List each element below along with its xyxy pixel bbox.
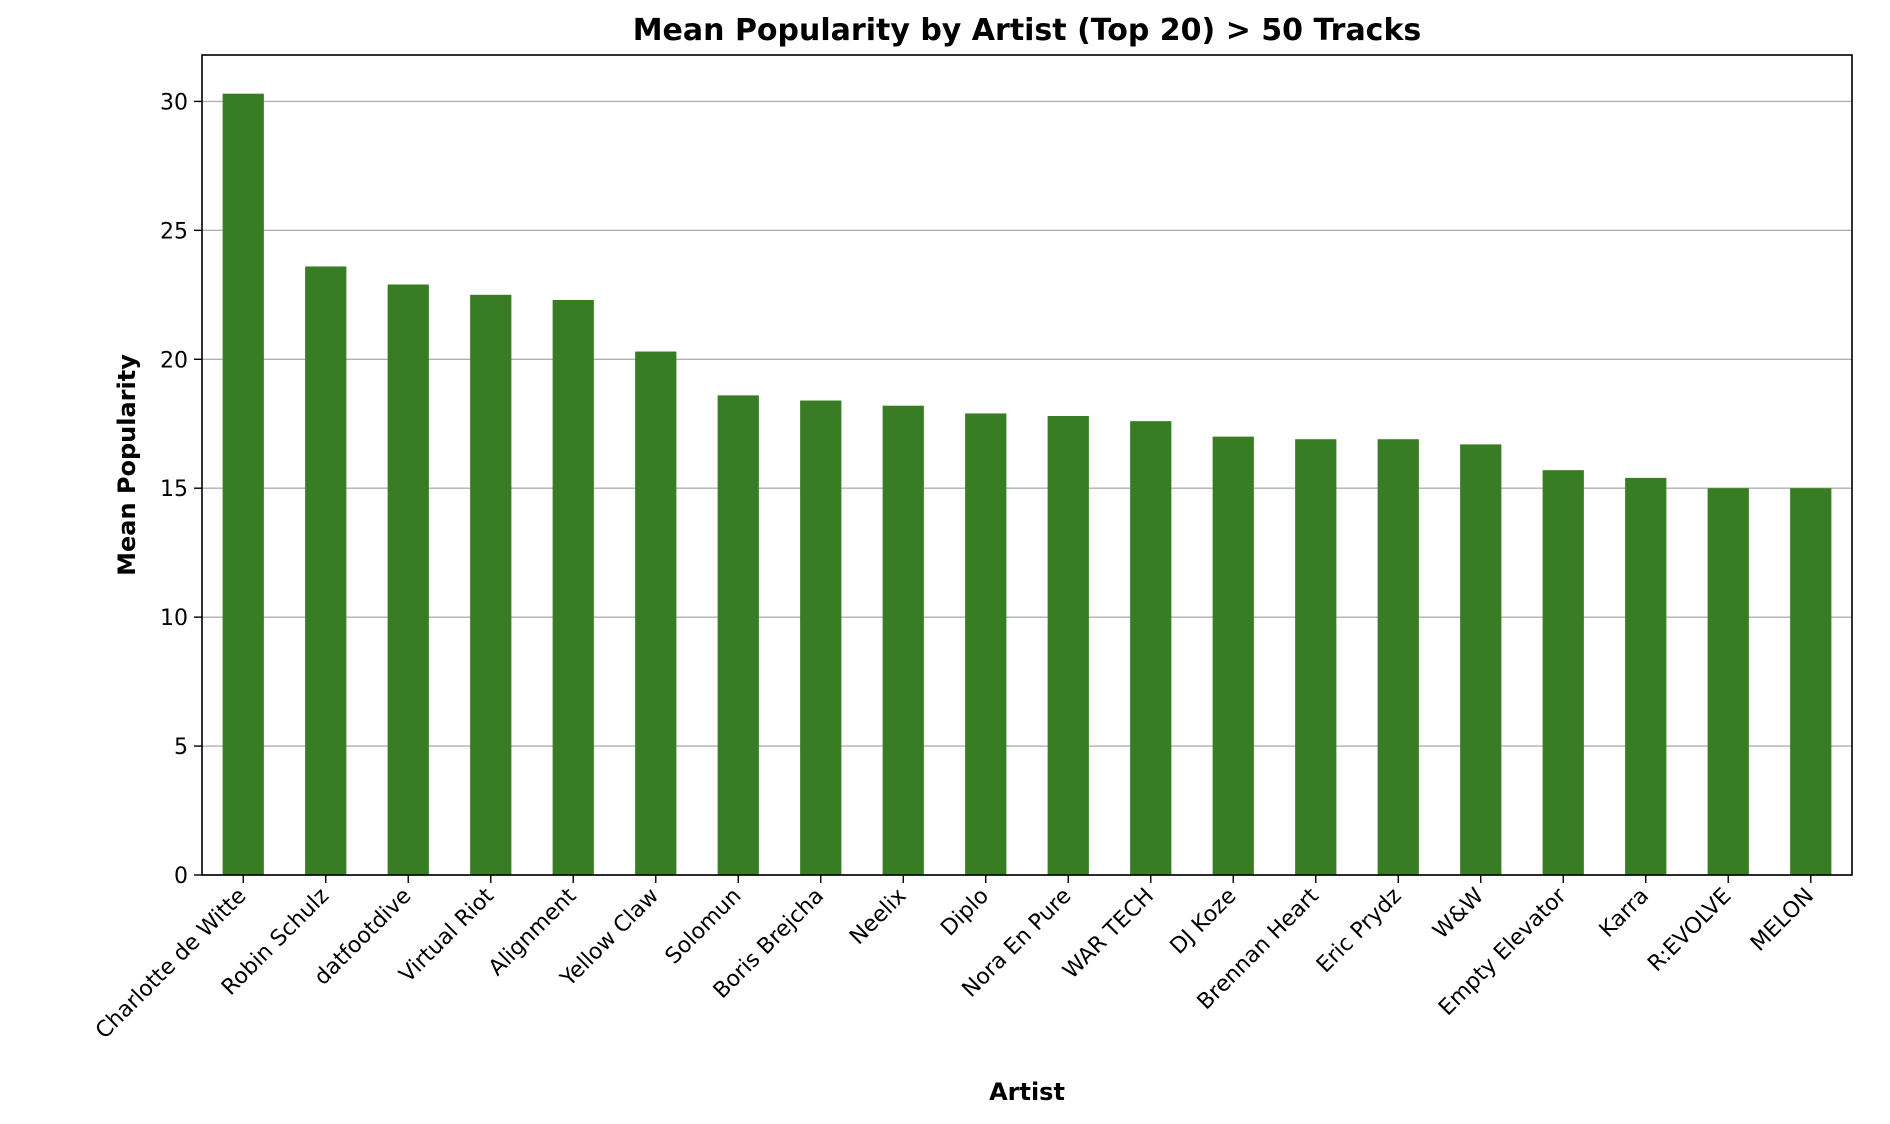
bar	[470, 294, 512, 876]
bar	[800, 400, 842, 875]
plot-frame	[201, 54, 1853, 876]
chart-title: Mean Popularity by Artist (Top 20) > 50 …	[633, 13, 1422, 48]
y-axis-ticks: 0 5 10 15 20 25 30	[160, 90, 202, 889]
x-axis-title: Artist	[989, 1078, 1065, 1106]
bar	[1460, 444, 1502, 875]
bar	[1790, 488, 1832, 875]
x-tick-label: Charlotte de Witte	[91, 884, 251, 1044]
x-tick-label: MELON	[1746, 884, 1819, 957]
bars	[222, 93, 1832, 876]
bar	[635, 351, 677, 875]
bar	[717, 395, 759, 875]
y-tick-label: 0	[174, 864, 188, 889]
x-tick-label: Eric Prydz	[1312, 884, 1406, 978]
x-tick-label: Karra	[1595, 884, 1654, 943]
bar	[1625, 477, 1667, 875]
y-tick-label: 5	[174, 735, 188, 760]
bar	[1130, 421, 1172, 875]
bar	[1377, 439, 1419, 875]
bar	[387, 284, 429, 876]
y-tick-label: 15	[160, 477, 188, 502]
x-tick-label: W&W	[1428, 883, 1489, 944]
y-tick-label: 25	[160, 219, 188, 244]
y-tick-label: 20	[160, 348, 188, 373]
x-tick-label: R:EVOLVE	[1643, 884, 1736, 977]
bar	[552, 299, 594, 875]
y-tick-label: 30	[160, 90, 188, 115]
bar	[965, 413, 1007, 875]
bar	[222, 93, 264, 875]
grid-lines	[202, 100, 1852, 876]
y-tick-label: 10	[160, 606, 188, 631]
bar	[1707, 488, 1749, 875]
x-tick-label: Diplo	[936, 884, 994, 942]
bar	[1542, 470, 1584, 875]
bar	[1212, 436, 1254, 875]
bar	[305, 266, 347, 875]
x-tick-label: Neelix	[845, 884, 911, 950]
bar	[1047, 416, 1089, 875]
y-axis-title: Mean Popularity	[113, 354, 141, 576]
bar	[1295, 439, 1337, 875]
bar	[882, 405, 924, 875]
x-tick-label: DJ Koze	[1166, 884, 1242, 960]
x-tick-label: Solomun	[661, 884, 747, 970]
